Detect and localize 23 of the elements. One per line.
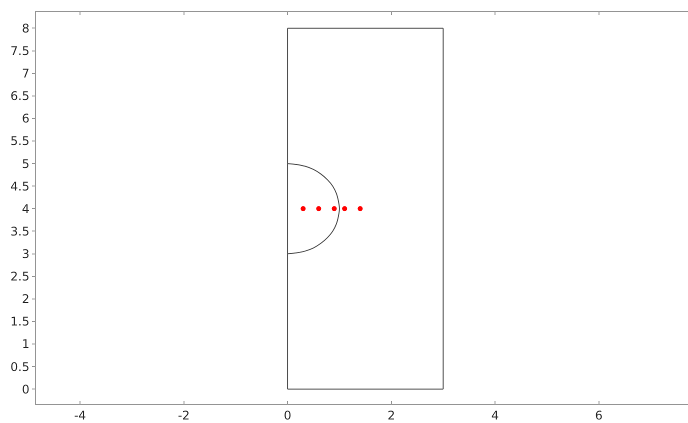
x-tick-label: -2 [178, 408, 190, 422]
y-tick-label: 5.5 [10, 134, 30, 148]
x-tick-label: 4 [491, 408, 499, 422]
y-tick-label: 4.5 [10, 179, 30, 194]
y-tick-label: 0 [22, 382, 30, 396]
y-tick-label: 6.5 [10, 89, 30, 104]
y-tick-label: 1.5 [10, 314, 30, 329]
y-tick-label: 3 [22, 246, 30, 261]
y-tick-label: 1 [22, 337, 30, 352]
y-tick-label: 0.5 [10, 360, 30, 374]
y-tick-label: 2.5 [10, 270, 30, 284]
x-tick-label: 2 [387, 408, 396, 422]
y-tick-label: 4 [22, 202, 30, 216]
y-tick-label: 6 [22, 112, 30, 126]
y-tick-label: 5 [22, 156, 30, 171]
y-tick-label: 8 [22, 21, 30, 36]
x-tick-label: 0 [284, 408, 292, 422]
y-tick-label: 7 [22, 66, 30, 81]
y-tick-label: 3.5 [10, 224, 30, 238]
y-tick-label: 2 [22, 292, 30, 306]
x-tick-label: 6 [594, 408, 603, 422]
y-tick-label: 7.5 [10, 44, 30, 58]
x-tick-label: -4 [74, 408, 86, 422]
